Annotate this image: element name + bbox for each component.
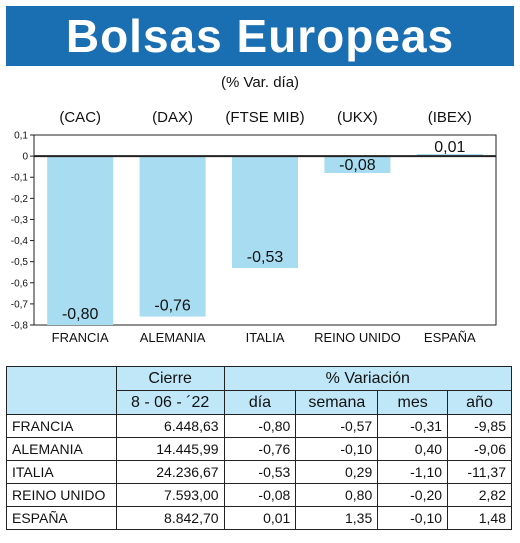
page-title: Bolsas Europeas: [65, 10, 455, 62]
y-tick-label: -0,5: [11, 257, 29, 268]
bar: [47, 156, 114, 325]
row-semana: 0,29: [295, 460, 379, 484]
row-ano: -9,85: [447, 414, 512, 438]
row-cierre: 24.236,67: [115, 460, 225, 484]
table-subheader-row: 8 - 06 - ´22 día semana mes año: [6, 390, 512, 415]
index-label: (CAC): [59, 109, 101, 126]
header-cierre: Cierre: [115, 366, 225, 391]
plot-frame: [33, 134, 497, 326]
category-label: ALEMANIA: [140, 330, 206, 345]
row-ano: 1,48: [447, 506, 512, 530]
row-semana: -0,10: [295, 437, 379, 461]
row-cierre: 6.448,63: [115, 414, 225, 438]
row-mes: 0,40: [377, 437, 449, 461]
value-label: 0,01: [434, 139, 465, 156]
header-dia: día: [223, 390, 297, 415]
header-empty-cell: [6, 366, 117, 391]
title-banner: Bolsas Europeas: [6, 6, 514, 66]
table-row: FRANCIA 6.448,63 -0,80 -0,57 -0,31 -9,85: [6, 414, 512, 438]
value-label: -0,80: [62, 306, 99, 323]
y-tick-label: -0,7: [11, 299, 29, 310]
y-tick-label: -0,2: [11, 194, 29, 205]
subheader-empty-cell: [6, 390, 117, 415]
row-mes: -0,20: [377, 483, 449, 507]
row-cierre: 7.593,00: [115, 483, 225, 507]
row-mes: -0,10: [377, 506, 449, 530]
data-table: Cierre % Variación 8 - 06 - ´22 día sema…: [6, 366, 513, 530]
row-semana: -0,57: [295, 414, 379, 438]
bar: [324, 156, 391, 173]
header-mes: mes: [377, 390, 449, 415]
y-tick-label: -0,1: [11, 173, 29, 184]
category-label: ESPAÑA: [424, 330, 476, 345]
index-label: (DAX): [152, 109, 193, 126]
bar: [416, 154, 483, 157]
value-label: -0,76: [154, 298, 191, 315]
row-country: ITALIA: [6, 460, 117, 484]
y-tick-label: -0,6: [11, 278, 29, 289]
row-country: ESPAÑA: [6, 506, 117, 530]
header-variacion: % Variación: [223, 366, 513, 391]
row-semana: 0,80: [295, 483, 379, 507]
header-ano: año: [447, 390, 512, 415]
category-label: ITALIA: [246, 330, 285, 345]
row-cierre: 14.445,99: [115, 437, 225, 461]
row-dia: -0,53: [223, 460, 297, 484]
value-label: -0,08: [339, 157, 376, 174]
header-date: 8 - 06 - ´22: [115, 390, 225, 415]
table-header-row: Cierre % Variación: [6, 366, 513, 391]
index-label: (IBEX): [428, 109, 472, 126]
y-tick-label: -0,3: [11, 215, 29, 226]
table-row: REINO UNIDO 7.593,00 -0,08 0,80 -0,20 2,…: [6, 483, 512, 507]
index-label: (UKX): [337, 109, 378, 126]
row-dia: 0,01: [223, 506, 297, 530]
table-row: ITALIA 24.236,67 -0,53 0,29 -1,10 -11,37: [6, 460, 512, 484]
y-tick-label: 0,1: [14, 131, 28, 142]
value-label: -0,53: [247, 249, 284, 266]
row-dia: -0,76: [223, 437, 297, 461]
row-mes: -0,31: [377, 414, 449, 438]
bar: [139, 156, 206, 317]
row-ano: 2,82: [447, 483, 512, 507]
bar: [232, 156, 298, 268]
y-tick-label: -0,8: [11, 321, 29, 332]
row-ano: -11,37: [447, 460, 512, 484]
row-mes: -1,10: [377, 460, 449, 484]
chart-subtitle: (% Var. día): [220, 74, 300, 91]
bar-chart: 0,1 0 -0,1 -0,2 -0,3 -0,4 -0,5 -0,6 -0,7 -0,8 -0,8…: [11, 109, 497, 345]
y-tick-label: 0: [22, 152, 28, 163]
row-semana: 1,35: [295, 506, 379, 530]
row-ano: -9,06: [447, 437, 512, 461]
table-row: ESPAÑA 8.842,70 0,01 1,35 -0,10 1,48: [6, 506, 512, 530]
row-country: ALEMANIA: [6, 437, 117, 461]
row-country: REINO UNIDO: [6, 483, 117, 507]
index-label: (FTSE MIB): [225, 109, 304, 126]
row-country: FRANCIA: [6, 414, 117, 438]
row-cierre: 8.842,70: [115, 506, 225, 530]
y-tick-label: -0,4: [11, 236, 29, 247]
table-row: ALEMANIA 14.445,99 -0,76 -0,10 0,40 -9,0…: [6, 437, 512, 461]
category-label: REINO UNIDO: [314, 330, 401, 345]
row-dia: -0,08: [223, 483, 297, 507]
header-semana: semana: [295, 390, 379, 415]
row-dia: -0,80: [223, 414, 297, 438]
category-label: FRANCIA: [52, 330, 109, 345]
